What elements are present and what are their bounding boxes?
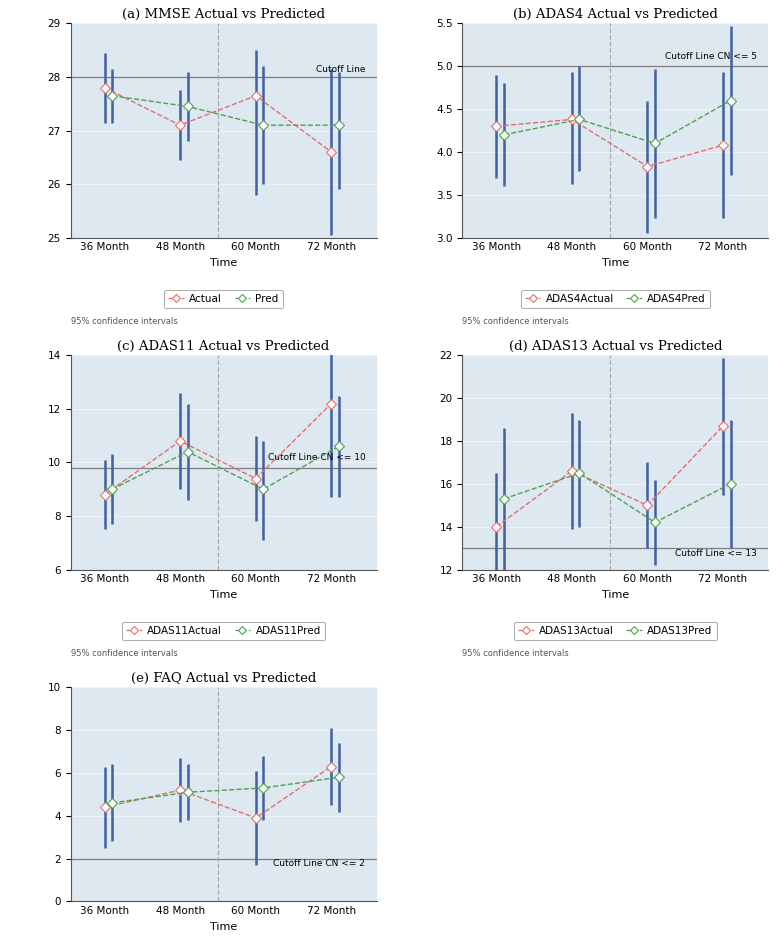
Text: Cutoff Line CN <= 10: Cutoff Line CN <= 10 [267,454,365,462]
Title: (e) FAQ Actual vs Predicted: (e) FAQ Actual vs Predicted [131,671,316,685]
Text: Cutoff Line: Cutoff Line [316,65,365,74]
Text: 95% confidence intervals: 95% confidence intervals [463,649,569,657]
Legend: ADAS11Actual, ADAS11Pred: ADAS11Actual, ADAS11Pred [122,622,325,640]
X-axis label: Time: Time [210,922,238,931]
Text: 95% confidence intervals: 95% confidence intervals [71,649,177,657]
Text: Cutoff Line CN <= 5: Cutoff Line CN <= 5 [665,53,757,61]
Title: (d) ADAS13 Actual vs Predicted: (d) ADAS13 Actual vs Predicted [509,340,722,353]
Text: 95% confidence intervals: 95% confidence intervals [71,316,177,326]
Legend: ADAS13Actual, ADAS13Pred: ADAS13Actual, ADAS13Pred [514,622,717,640]
X-axis label: Time: Time [210,258,238,268]
X-axis label: Time: Time [210,590,238,600]
Legend: Actual, Pred: Actual, Pred [165,290,283,308]
Legend: ADAS4Actual, ADAS4Pred: ADAS4Actual, ADAS4Pred [521,290,710,308]
X-axis label: Time: Time [601,590,629,600]
Text: Cutoff Line <= 13: Cutoff Line <= 13 [675,548,757,558]
Title: (b) ADAS4 Actual vs Predicted: (b) ADAS4 Actual vs Predicted [513,8,717,21]
Title: (c) ADAS11 Actual vs Predicted: (c) ADAS11 Actual vs Predicted [118,340,330,353]
Text: Cutoff Line CN <= 2: Cutoff Line CN <= 2 [274,859,365,869]
Title: (a) MMSE Actual vs Predicted: (a) MMSE Actual vs Predicted [122,8,325,21]
Text: 95% confidence intervals: 95% confidence intervals [463,316,569,326]
X-axis label: Time: Time [601,258,629,268]
